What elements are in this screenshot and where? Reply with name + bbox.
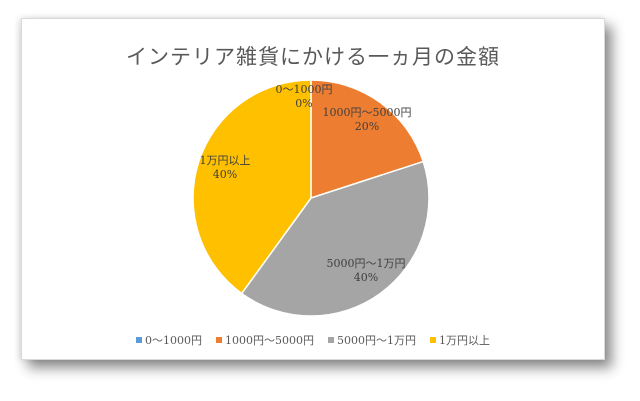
slice-value-label: 20% — [355, 120, 379, 133]
legend-item: 0～1000円 — [136, 332, 202, 348]
legend-item: 1000円～5000円 — [216, 332, 314, 348]
slice-category-label: 1000円～5000円 — [323, 106, 412, 119]
legend-swatch — [430, 337, 436, 343]
chart-legend: 0～1000円 1000円～5000円 5000円～1万円 1万円以上 — [22, 332, 604, 348]
legend-item: 5000円～1万円 — [328, 332, 416, 348]
pie-slice — [240, 160, 430, 317]
slice-category-label: 0～1000円 — [276, 83, 333, 96]
legend-swatch — [328, 337, 334, 343]
slice-value-label: 40% — [354, 271, 378, 284]
legend-label: 1000円～5000円 — [225, 334, 314, 347]
legend-label: 1万円以上 — [439, 334, 490, 347]
chart-title: インテリア雑貨にかける一ヵ月の金額 — [126, 45, 500, 69]
legend-item: 1万円以上 — [430, 332, 490, 348]
slice-value-label: 40% — [213, 168, 237, 181]
slice-category-label: 1万円以上 — [200, 154, 251, 167]
chart-frame: インテリア雑貨にかける一ヵ月の金額 0～1000円 0% 1000円～5000円 20… — [21, 18, 605, 360]
pie-chart: 0～1000円0%1000円～5000円20%5000円～1万円40%1万円以上… — [192, 79, 430, 317]
legend-swatch — [136, 337, 142, 343]
pie-slice — [310, 79, 425, 200]
legend-swatch — [216, 337, 222, 343]
slice-value-label: 0% — [295, 97, 312, 110]
legend-label: 0～1000円 — [145, 334, 202, 347]
legend-label: 5000円～1万円 — [337, 334, 416, 347]
slice-labels: 0～1000円0%1000円～5000円20%5000円～1万円40%1万円以上… — [200, 83, 412, 284]
slice-category-label: 5000円～1万円 — [327, 257, 406, 270]
pie-slices — [192, 79, 430, 317]
pie-slice — [192, 79, 312, 295]
